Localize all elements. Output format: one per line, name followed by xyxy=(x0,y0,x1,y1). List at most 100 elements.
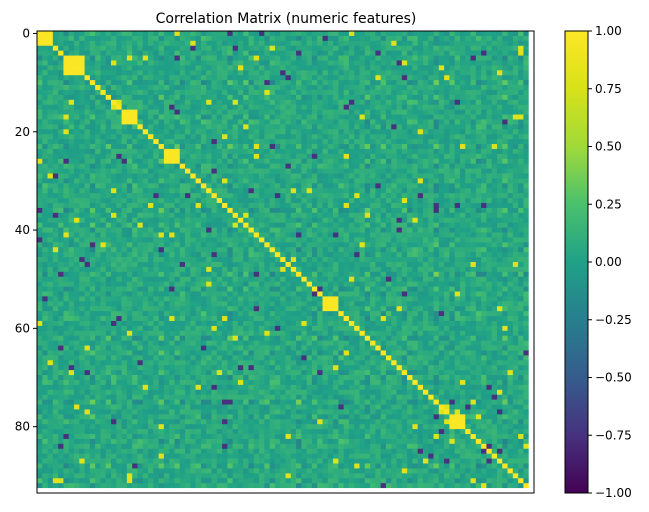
heatmap-cell xyxy=(85,144,91,149)
heatmap-cell xyxy=(100,134,106,139)
heatmap-cell xyxy=(439,277,445,282)
heatmap-cell xyxy=(122,85,128,90)
heatmap-cell xyxy=(169,267,175,272)
heatmap-cell xyxy=(37,277,43,282)
heatmap-cell xyxy=(328,262,334,267)
heatmap-cell xyxy=(259,51,265,56)
heatmap-cell xyxy=(48,70,54,75)
heatmap-cell xyxy=(481,193,487,198)
heatmap-cell xyxy=(455,183,461,188)
heatmap-cell xyxy=(233,188,239,193)
heatmap-cell xyxy=(402,119,408,124)
heatmap-cell xyxy=(397,65,403,70)
heatmap-cell xyxy=(481,164,487,169)
heatmap-cell xyxy=(423,267,429,272)
heatmap-cell xyxy=(37,60,43,65)
heatmap-cell xyxy=(53,149,59,154)
heatmap-cell xyxy=(185,193,191,198)
heatmap-cell xyxy=(190,262,196,267)
heatmap-cell xyxy=(476,36,482,41)
heatmap-cell xyxy=(100,257,106,262)
heatmap-cell xyxy=(143,75,149,80)
heatmap-cell xyxy=(497,95,503,100)
heatmap-cell xyxy=(434,41,440,46)
heatmap-cell xyxy=(328,85,334,90)
heatmap-cell xyxy=(423,124,429,129)
heatmap-cell xyxy=(439,139,445,144)
heatmap-cell xyxy=(122,218,128,223)
heatmap-cell xyxy=(222,223,228,228)
heatmap-cell xyxy=(259,144,265,149)
heatmap-cell xyxy=(174,262,180,267)
heatmap-cell xyxy=(95,159,101,164)
heatmap-cell xyxy=(243,233,249,238)
heatmap-cell xyxy=(217,188,223,193)
heatmap-cell xyxy=(169,134,175,139)
heatmap-cell xyxy=(391,218,397,223)
heatmap-cell xyxy=(354,149,360,154)
heatmap-cell xyxy=(270,233,276,238)
heatmap-cell xyxy=(85,188,91,193)
heatmap-cell xyxy=(227,154,233,159)
heatmap-cell xyxy=(79,164,85,169)
heatmap-cell xyxy=(354,119,360,124)
heatmap-cell xyxy=(58,70,64,75)
heatmap-cell xyxy=(69,213,75,218)
heatmap-cell xyxy=(307,282,313,287)
heatmap-cell xyxy=(116,198,122,203)
heatmap-cell xyxy=(196,46,202,51)
heatmap-cell xyxy=(111,174,117,179)
heatmap-cell xyxy=(280,213,286,218)
heatmap-cell xyxy=(137,213,143,218)
heatmap-cell xyxy=(301,129,307,134)
heatmap-cell xyxy=(338,287,344,292)
heatmap-cell xyxy=(323,223,329,228)
heatmap-cell xyxy=(264,203,270,208)
heatmap-cell xyxy=(222,95,228,100)
heatmap-cell xyxy=(85,257,91,262)
heatmap-cell xyxy=(423,203,429,208)
heatmap-cell xyxy=(497,178,503,183)
heatmap-cell xyxy=(365,105,371,110)
heatmap-cell xyxy=(185,198,191,203)
heatmap-cell xyxy=(402,110,408,115)
heatmap-cell xyxy=(248,144,254,149)
heatmap-cell xyxy=(402,124,408,129)
heatmap-cell xyxy=(412,65,418,70)
heatmap-cell xyxy=(222,282,228,287)
heatmap-cell xyxy=(428,174,434,179)
heatmap-cell xyxy=(201,80,207,85)
heatmap-cell xyxy=(481,85,487,90)
heatmap-cell xyxy=(296,178,302,183)
heatmap-cell xyxy=(328,90,334,95)
heatmap-cell xyxy=(69,31,75,36)
heatmap-cell xyxy=(159,193,165,198)
heatmap-cell xyxy=(291,60,297,65)
heatmap-cell xyxy=(365,272,371,277)
heatmap-cell xyxy=(402,218,408,223)
heatmap-cell xyxy=(508,80,514,85)
heatmap-cell xyxy=(53,287,59,292)
heatmap-cell xyxy=(407,252,413,257)
heatmap-cell xyxy=(37,46,43,51)
heatmap-cell xyxy=(391,174,397,179)
heatmap-cell xyxy=(423,75,429,80)
heatmap-cell xyxy=(143,41,149,46)
heatmap-cell xyxy=(275,223,281,228)
heatmap-cell xyxy=(460,36,466,41)
heatmap-cell xyxy=(296,188,302,193)
heatmap-cell xyxy=(428,60,434,65)
heatmap-cell xyxy=(196,233,202,238)
heatmap-cell xyxy=(259,262,265,267)
heatmap-cell xyxy=(349,139,355,144)
heatmap-cell xyxy=(465,282,471,287)
heatmap-cell xyxy=(360,247,366,252)
heatmap-cell xyxy=(85,272,91,277)
heatmap-cell xyxy=(85,193,91,198)
heatmap-cell xyxy=(323,75,329,80)
heatmap-cell xyxy=(476,139,482,144)
heatmap-cell xyxy=(513,257,519,262)
heatmap-cell xyxy=(122,100,128,105)
heatmap-cell xyxy=(206,75,212,80)
heatmap-cell xyxy=(328,287,334,292)
